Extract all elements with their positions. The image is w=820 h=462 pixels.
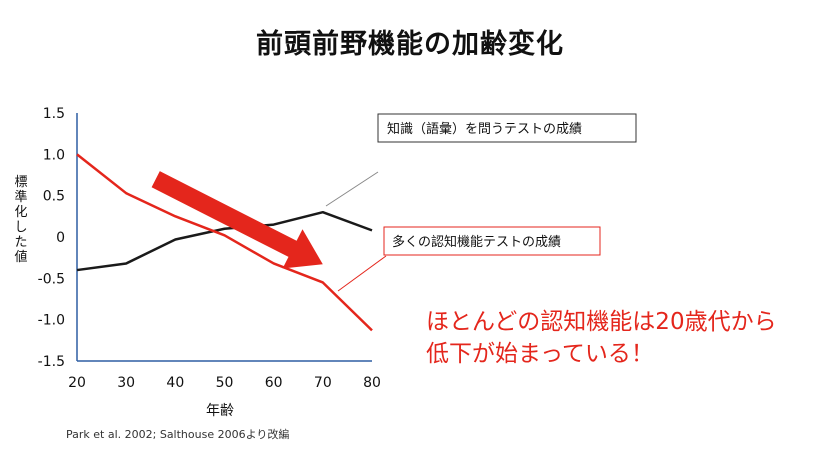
- x-axis-label: 年齢: [206, 403, 234, 419]
- x-tick-label: 20: [68, 375, 86, 391]
- callout-line-1: ほとんどの認知機能は20歳代から: [426, 309, 777, 335]
- x-tick-label: 50: [216, 375, 234, 391]
- y-tick-label: 0: [56, 230, 65, 246]
- x-tick-label: 30: [117, 375, 135, 391]
- y-tick-label: 1.0: [43, 147, 65, 163]
- legend-label-cognitive: 多くの認知機能テストの成績: [392, 234, 561, 250]
- y-tick-label: -1.5: [38, 354, 65, 370]
- y-axis-label: 標準化した値: [14, 175, 28, 265]
- decline-arrow-icon: [151, 171, 323, 269]
- series-line-knowledge: [76, 210, 373, 272]
- x-tick-label: 60: [265, 375, 283, 391]
- legend-box-knowledge: [377, 113, 637, 143]
- legend-box-cognitive: [383, 226, 601, 256]
- y-tick-label: 1.5: [43, 106, 65, 122]
- x-tick-label: 70: [314, 375, 332, 391]
- y-tick-label: 0.5: [43, 189, 65, 205]
- leader-line-cognitive: [337, 255, 387, 292]
- x-tick-label: 40: [166, 375, 184, 391]
- y-tick-label: -1.0: [38, 313, 65, 329]
- callout-line-2: 低下が始まっている！: [426, 341, 654, 367]
- y-tick-label: -0.5: [38, 271, 65, 287]
- x-tick-label: 80: [363, 375, 381, 391]
- source-citation: Park et al. 2002; Salthouse 2006より改編: [66, 428, 290, 441]
- page-title: 前頭前野機能の加齢変化: [256, 29, 564, 60]
- legend-label-knowledge: 知識（語彙）を問うテストの成績: [387, 121, 582, 137]
- series-line-cognitive: [76, 153, 373, 332]
- leader-line-knowledge: [325, 171, 379, 207]
